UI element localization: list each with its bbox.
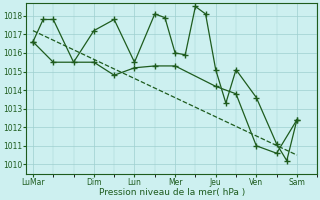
X-axis label: Pression niveau de la mer( hPa ): Pression niveau de la mer( hPa ) — [99, 188, 245, 197]
